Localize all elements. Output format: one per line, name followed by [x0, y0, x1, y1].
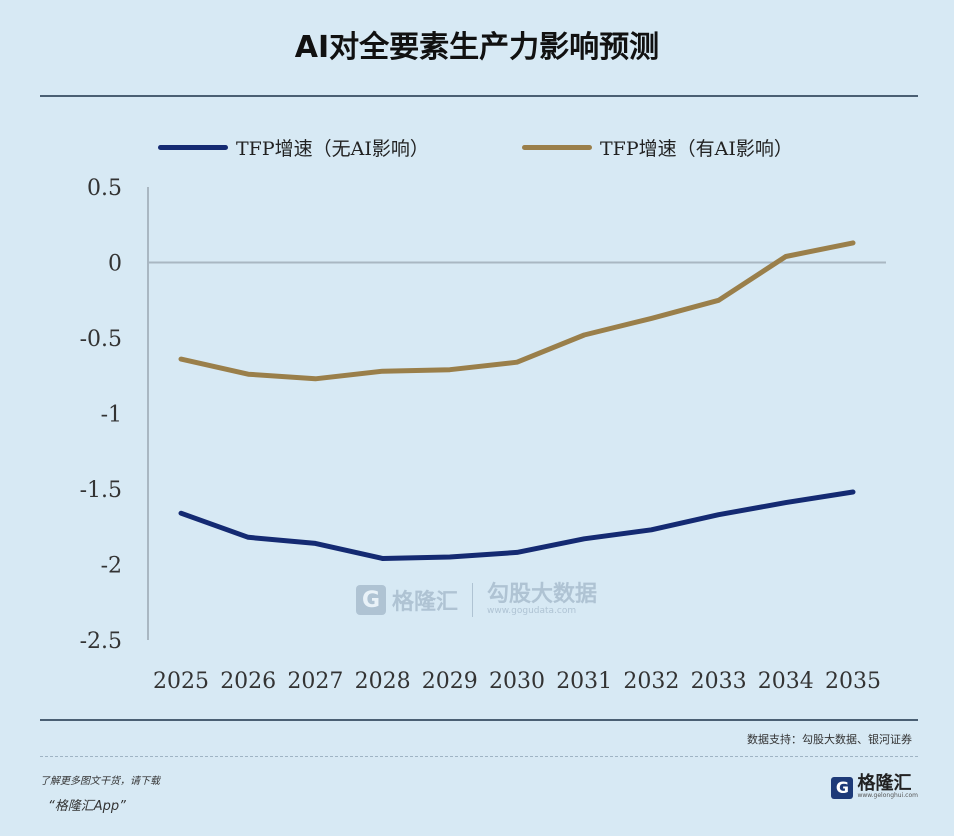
- x-tick-label: 2028: [355, 669, 411, 694]
- y-tick-label: -1: [101, 403, 122, 428]
- legend-label-no-ai: TFP增速（无AI影响）: [236, 137, 429, 160]
- brand-logo: G 格隆汇 www.gelonghui.com: [831, 773, 918, 799]
- watermark: G 格隆汇 勾股大数据 www.gogudata.com: [356, 583, 597, 617]
- x-tick-label: 2029: [422, 669, 478, 694]
- x-tick-label: 2030: [489, 669, 545, 694]
- brand-url: www.gelonghui.com: [857, 792, 918, 799]
- brand-logo-icon: G: [831, 776, 854, 799]
- dashed-divider: [40, 756, 918, 757]
- y-tick-label: -1.5: [80, 478, 122, 503]
- x-tick-label: 2033: [691, 669, 747, 694]
- legend-swatch-with-ai: [522, 144, 592, 150]
- y-tick-label: 0: [108, 252, 122, 277]
- x-tick-label: 2031: [556, 669, 612, 694]
- watermark-name: 格隆汇: [392, 590, 459, 615]
- watermark-logo-icon: G: [356, 585, 386, 615]
- x-tick-label: 2032: [623, 669, 679, 694]
- x-tick-label: 2034: [758, 669, 814, 694]
- x-tick-label: 2027: [287, 669, 343, 694]
- footer-app: “格隆汇App”: [48, 799, 126, 814]
- footer-note: 了解更多图文干货，请下载: [40, 776, 160, 787]
- bottom-rule: [40, 719, 918, 721]
- y-tick-label: -2: [101, 554, 122, 579]
- brand-name: 格隆汇: [857, 773, 912, 794]
- y-tick-label: -2.5: [80, 629, 122, 654]
- watermark-url: www.gogudata.com: [487, 606, 577, 616]
- y-tick-label: -0.5: [80, 327, 122, 352]
- series-line-no-ai: [178, 489, 856, 561]
- legend-item-with-ai: TFP增速（有AI影响）: [522, 133, 793, 161]
- watermark-separator: [472, 583, 474, 617]
- x-tick-label: 2025: [153, 669, 209, 694]
- legend-label-with-ai: TFP增速（有AI影响）: [600, 137, 793, 160]
- watermark-name2: 勾股大数据: [487, 582, 598, 607]
- top-rule: [40, 95, 918, 97]
- legend-swatch-no-ai: [158, 144, 228, 150]
- x-tick-label: 2026: [220, 669, 276, 694]
- source-text: 数据支持：勾股大数据、银河证券: [747, 733, 912, 746]
- y-tick-label: 0.5: [87, 176, 122, 201]
- legend-item-no-ai: TFP增速（无AI影响）: [158, 133, 429, 161]
- chart-title: AI对全要素生产力影响预测: [294, 30, 660, 65]
- series-line-with-ai: [178, 240, 856, 382]
- x-tick-label: 2035: [825, 669, 881, 694]
